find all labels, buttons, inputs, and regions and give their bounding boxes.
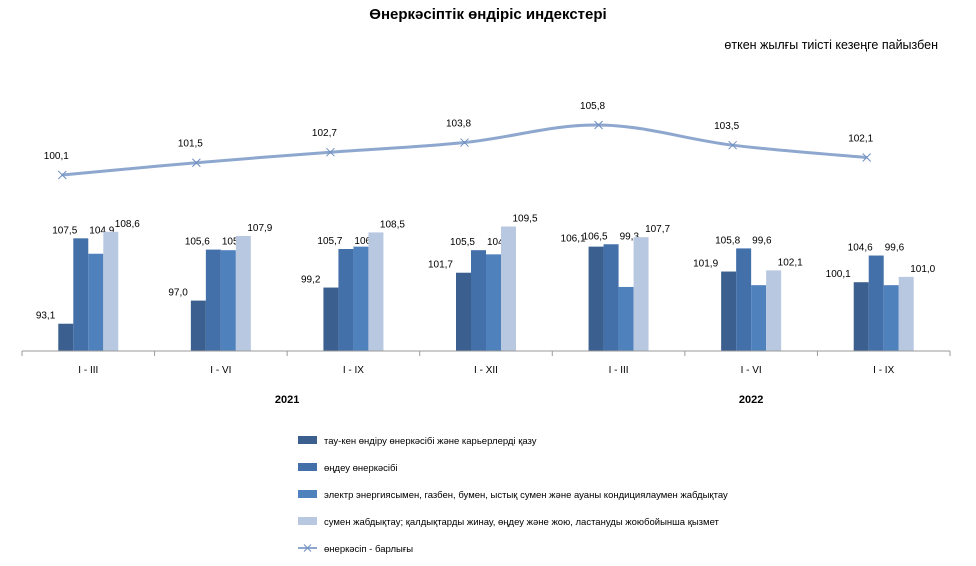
bar (486, 254, 501, 351)
data-label: 99,2 (301, 275, 321, 286)
line-series (62, 123, 867, 177)
data-label: 104,6 (848, 243, 873, 254)
line-point (57, 170, 67, 180)
bar (588, 246, 604, 351)
bar (633, 237, 649, 351)
bar (205, 249, 221, 351)
bar (235, 235, 251, 351)
bar (190, 300, 206, 351)
legend-label: электр энергиясымен, газбен, бумен, ысты… (324, 490, 728, 501)
data-label: 106,1 (354, 236, 379, 247)
line-data-label: 103,5 (714, 121, 739, 132)
data-label: 99,6 (752, 235, 772, 246)
data-label: 105,5 (222, 237, 247, 248)
data-label: 105,7 (317, 236, 342, 247)
line-point (862, 153, 872, 162)
data-label: 102,1 (778, 257, 803, 268)
data-label: 107,5 (52, 225, 77, 236)
line-point (728, 140, 737, 150)
legend-line-marker (303, 544, 312, 552)
data-label: 105,5 (450, 237, 475, 248)
data-label: 107,9 (247, 223, 272, 234)
bar (721, 271, 737, 351)
line-point (594, 120, 603, 130)
bar (323, 287, 339, 351)
data-label: 109,5 (513, 213, 538, 224)
legend-swatch (298, 436, 317, 444)
bar (103, 231, 119, 351)
data-label: 105,6 (185, 237, 210, 248)
bar (73, 238, 89, 351)
bar (751, 285, 767, 351)
data-label: 105,8 (715, 235, 740, 246)
bar (736, 248, 752, 351)
data-label: 108,5 (380, 219, 405, 230)
line-data-label: 103,8 (446, 119, 471, 130)
bar (766, 270, 782, 351)
line-data-label: 105,8 (580, 101, 605, 112)
line-point (460, 138, 469, 147)
legend-label: тау-кен өндіру өнеркәсібі және карьерлер… (324, 436, 537, 447)
data-label: 107,7 (645, 224, 670, 235)
x-tick-label: I - III (78, 365, 98, 376)
data-label: 104,9 (89, 225, 114, 236)
bar (471, 250, 486, 351)
x-tick-label: I - IX (343, 365, 364, 376)
line-data-label: 101,5 (178, 139, 203, 150)
data-label: 93,1 (36, 311, 56, 322)
bar (220, 250, 236, 351)
line-data-label: 100,1 (44, 151, 69, 162)
data-label: 108,6 (115, 219, 140, 230)
bar (898, 276, 914, 351)
data-label: 104,8 (487, 237, 512, 248)
bar (58, 323, 74, 351)
x-tick-label: I - VI (741, 365, 762, 376)
legend-label: өнеркәсіп - барлығы (324, 544, 413, 555)
legend-label: өңдеу өнеркәсібі (324, 463, 398, 474)
line-layer: 100,1 101,5 102,7 103,8 105,8 103,5 102,1 (44, 101, 874, 180)
x-tick-label: I - III (609, 365, 629, 376)
year-label: 2022 (739, 394, 763, 406)
line-data-label: 102,7 (312, 128, 337, 139)
bar (88, 253, 104, 351)
data-label: 97,0 (168, 288, 188, 299)
legend-label: сумен жабдықтау; қалдықтарды жинау, өңде… (324, 517, 720, 528)
legend-swatch (298, 463, 317, 471)
bar (868, 255, 884, 351)
data-label: 106,5 (583, 231, 608, 242)
bar (603, 244, 619, 351)
year-label: 2021 (275, 394, 299, 406)
bar (853, 282, 869, 351)
chart-subtitle: өткен жылғы тиісті кезеңге пайызбен (724, 38, 938, 52)
line-point (192, 158, 201, 168)
chart-title: Өнеркәсіптік өндіріс индекстері (369, 6, 607, 23)
legend-swatch (298, 517, 317, 525)
line-data-label: 102,1 (848, 133, 873, 144)
x-tick-label: I - VI (210, 365, 231, 376)
x-axis: I - III I - VI I - IX I - XII I - III I - VI I… (21, 350, 951, 406)
bar (456, 272, 471, 351)
data-label: 101,7 (428, 260, 453, 271)
bar (883, 285, 899, 351)
bar (368, 232, 384, 351)
data-label: 99,6 (885, 243, 905, 254)
bar (338, 249, 354, 351)
x-tick-label: I - IX (873, 365, 894, 376)
bar (353, 246, 369, 351)
x-tick-label: I - XII (474, 365, 498, 376)
bar (618, 286, 634, 351)
data-label: 100,1 (826, 269, 851, 280)
legend-swatch (298, 490, 317, 498)
data-label: 99,3 (620, 231, 640, 242)
line-point (326, 147, 335, 157)
data-label: 106,1 (561, 234, 586, 245)
bar (501, 226, 516, 351)
data-label: 101,9 (693, 259, 718, 270)
legend: тау-кен өндіру өнеркәсібі және карьерлер… (298, 436, 728, 555)
data-label: 101,0 (910, 264, 935, 275)
